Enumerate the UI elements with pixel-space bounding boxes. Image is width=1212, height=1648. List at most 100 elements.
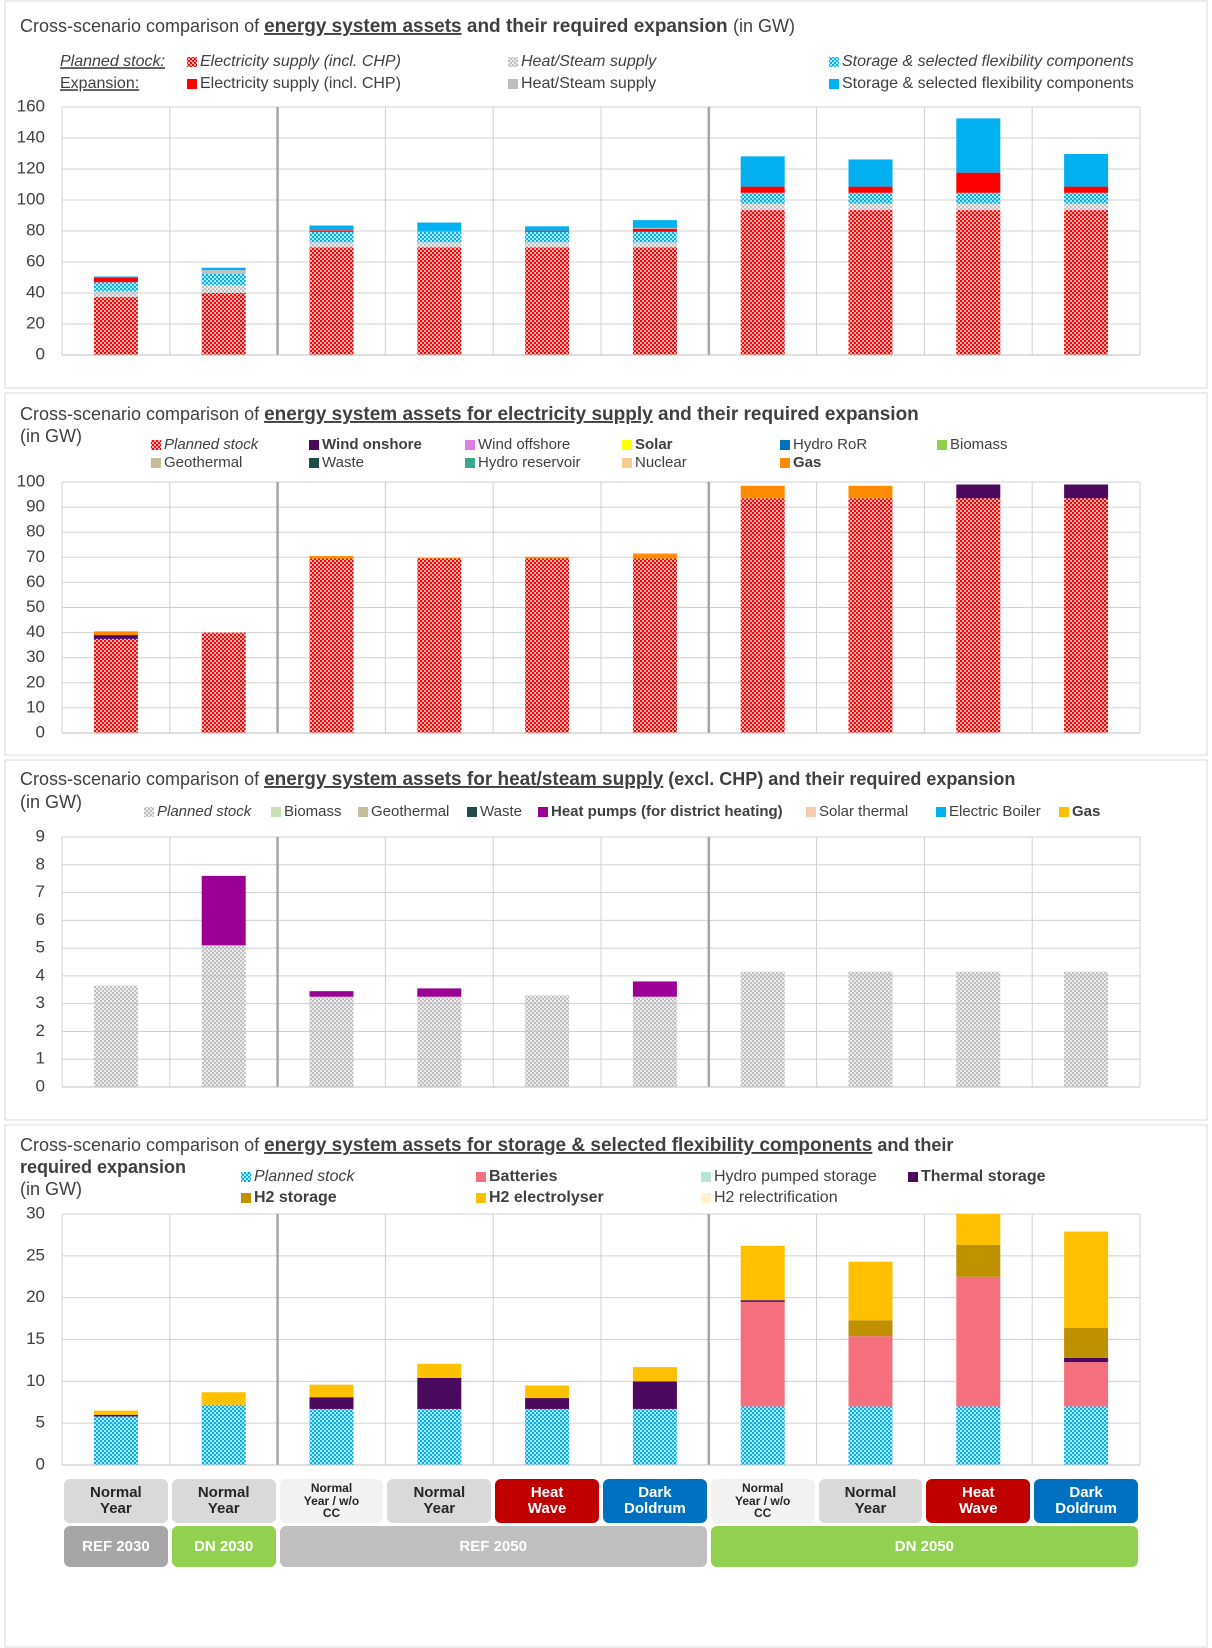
bar-segment [848, 485, 893, 499]
legend-swatch [829, 57, 839, 67]
bar-segment [1064, 484, 1109, 499]
legend-label: Geothermal [371, 803, 449, 820]
legend-label: Planned stock [254, 1168, 356, 1185]
legend-swatch [309, 440, 319, 450]
bar-segment [848, 210, 893, 355]
chart-title: Cross-scenario comparison of energy syst… [20, 16, 795, 37]
bar-segment [1064, 1231, 1109, 1328]
bar-segment [309, 231, 354, 243]
bar-segment [525, 1398, 570, 1409]
legend-swatch [538, 807, 548, 817]
bar-segment [848, 1336, 893, 1407]
bar-segment [93, 296, 138, 355]
bar-segment [632, 981, 677, 997]
y-tick-label: 50 [26, 597, 45, 616]
bar-segment [740, 1245, 785, 1301]
y-tick-label: 20 [26, 672, 45, 691]
bar-segment [632, 247, 677, 355]
bar-segment [93, 1416, 138, 1465]
title-part: and their [872, 1135, 953, 1155]
chart-title: (in GW) [20, 792, 82, 812]
legend-swatch [309, 458, 319, 468]
bar-segment [93, 635, 138, 639]
bar-segment [417, 222, 462, 231]
legend-label: Planned stock [157, 803, 253, 820]
bar-segment [309, 1408, 354, 1465]
y-tick-label: 40 [26, 282, 45, 301]
category-box-label: Normal Year [413, 1484, 466, 1517]
bar-segment [956, 1406, 1001, 1465]
y-tick-label: 80 [26, 220, 45, 239]
category-box-label: Heat Wave [527, 1484, 567, 1517]
legend-label: Geothermal [164, 454, 242, 471]
bar-segment [956, 118, 1001, 173]
chart-title: (in GW) [20, 426, 82, 446]
title-part: and their required expansion [653, 404, 919, 425]
bar-segment [1064, 1362, 1109, 1407]
y-tick-label: 0 [36, 344, 45, 363]
group-box: DN 2050 [710, 1526, 1138, 1567]
bar-segment [1064, 154, 1109, 187]
bar-segment [309, 230, 354, 232]
bar-segment [525, 558, 570, 733]
legend-swatch [508, 57, 518, 67]
category-box: Normal Year / w/o CC [710, 1479, 815, 1523]
y-tick-label: 160 [17, 96, 45, 115]
group-box-label: DN 2030 [194, 1537, 254, 1555]
bar-segment [956, 192, 1001, 204]
group-box-label: REF 2030 [82, 1537, 150, 1555]
legend-swatch [476, 1193, 486, 1203]
bar-segment [740, 192, 785, 204]
bar-segment [201, 875, 246, 946]
y-tick-label: 6 [36, 910, 45, 929]
category-box: Normal Year [171, 1479, 276, 1523]
bar-segment [848, 1261, 893, 1321]
legend-label: Biomass [950, 436, 1008, 453]
title-part: energy system assets for electricity sup… [264, 404, 653, 425]
bar-segment [1064, 498, 1109, 733]
bar-segment [93, 1414, 138, 1417]
legend-row-label: Planned stock: [60, 53, 165, 70]
y-tick-label: 100 [17, 471, 45, 490]
legend-label: Thermal storage [921, 1168, 1046, 1185]
bar-segment [201, 270, 246, 274]
bar-segment [201, 285, 246, 293]
bar-segment [956, 172, 1001, 193]
group-box-label: REF 2050 [459, 1537, 527, 1555]
y-tick-label: 4 [36, 965, 45, 984]
title-part: energy system assets for storage & selec… [264, 1135, 872, 1156]
bar-segment [93, 1410, 138, 1415]
bar-segment [632, 231, 677, 243]
legend-label: Hydro reservoir [478, 454, 581, 471]
bar-segment [956, 1276, 1001, 1407]
y-tick-label: 20 [26, 1287, 45, 1306]
bar-segment [417, 1408, 462, 1465]
y-tick-label: 0 [36, 1454, 45, 1473]
legend-swatch [806, 807, 816, 817]
legend-swatch [187, 57, 197, 67]
bar-segment [309, 996, 354, 1087]
y-tick-label: 9 [36, 826, 45, 845]
y-tick-label: 15 [26, 1329, 45, 1348]
bar-segment [632, 242, 677, 248]
title-part: energy system assets [264, 16, 462, 37]
category-box-label: Heat Wave [958, 1484, 998, 1517]
bar-segment [1064, 1357, 1109, 1363]
legend-swatch [622, 458, 632, 468]
legend-label: Wind onshore [322, 436, 422, 453]
bar-segment [632, 558, 677, 733]
bar-segment [632, 1367, 677, 1382]
y-tick-label: 5 [36, 938, 45, 957]
legend-label: Nuclear [635, 454, 687, 471]
legend-label: Heat/Steam supply [521, 53, 657, 70]
legend-swatch [829, 79, 839, 89]
legend-label: Gas [793, 454, 821, 471]
title-part: Cross-scenario comparison of [20, 769, 264, 789]
legend-swatch [908, 1172, 918, 1182]
bar-segment [525, 242, 570, 248]
legend-swatch [151, 458, 161, 468]
category-box: Normal Year [818, 1479, 923, 1523]
legend-label: H2 relectrification [714, 1189, 838, 1206]
category-box-label: Normal Year [844, 1484, 897, 1517]
title-part: Cross-scenario comparison of [20, 1135, 264, 1155]
